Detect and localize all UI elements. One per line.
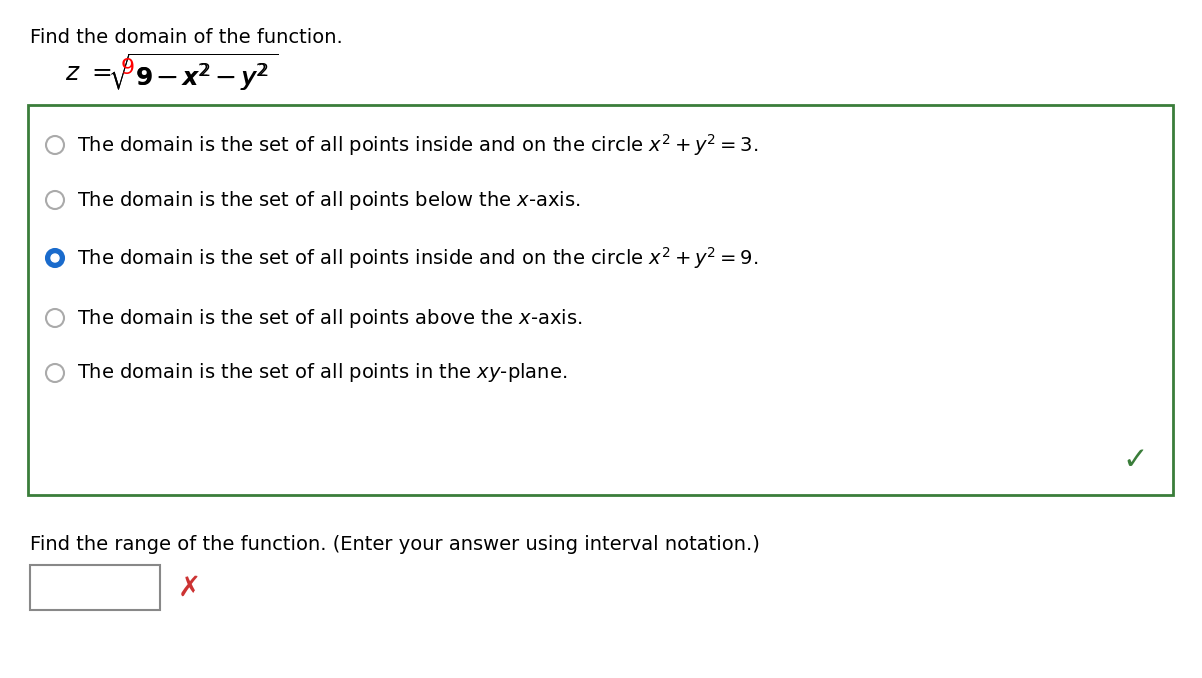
Text: Find the range of the function. (Enter your answer using interval notation.): Find the range of the function. (Enter y… bbox=[30, 535, 760, 554]
Text: Find the domain of the function.: Find the domain of the function. bbox=[30, 28, 343, 47]
Circle shape bbox=[46, 249, 64, 267]
FancyBboxPatch shape bbox=[30, 565, 160, 610]
Text: The domain is the set of all points inside and on the circle $x^2 + y^2 = 9.$: The domain is the set of all points insi… bbox=[77, 245, 758, 271]
Circle shape bbox=[50, 254, 59, 262]
Text: The domain is the set of all points in the $xy$-plane.: The domain is the set of all points in t… bbox=[77, 361, 567, 384]
Text: $\sqrt{\,9 - x^2 - y^2\,}$: $\sqrt{\,9 - x^2 - y^2\,}$ bbox=[108, 52, 276, 94]
FancyBboxPatch shape bbox=[28, 105, 1173, 495]
Text: $9$: $9$ bbox=[120, 58, 135, 78]
Text: $z\ =\ $: $z\ =\ $ bbox=[65, 61, 112, 85]
Text: ✗: ✗ bbox=[178, 574, 201, 601]
Text: The domain is the set of all points inside and on the circle $x^2 + y^2 = 3.$: The domain is the set of all points insi… bbox=[77, 132, 758, 158]
Text: ✓: ✓ bbox=[1123, 446, 1148, 475]
Text: $\sqrt{\,\mathbf{9} - x^2 - y^2\,}$: $\sqrt{\,\mathbf{9} - x^2 - y^2\,}$ bbox=[108, 52, 279, 94]
Text: The domain is the set of all points below the $x$-axis.: The domain is the set of all points belo… bbox=[77, 188, 581, 212]
Text: The domain is the set of all points above the $x$-axis.: The domain is the set of all points abov… bbox=[77, 306, 583, 330]
